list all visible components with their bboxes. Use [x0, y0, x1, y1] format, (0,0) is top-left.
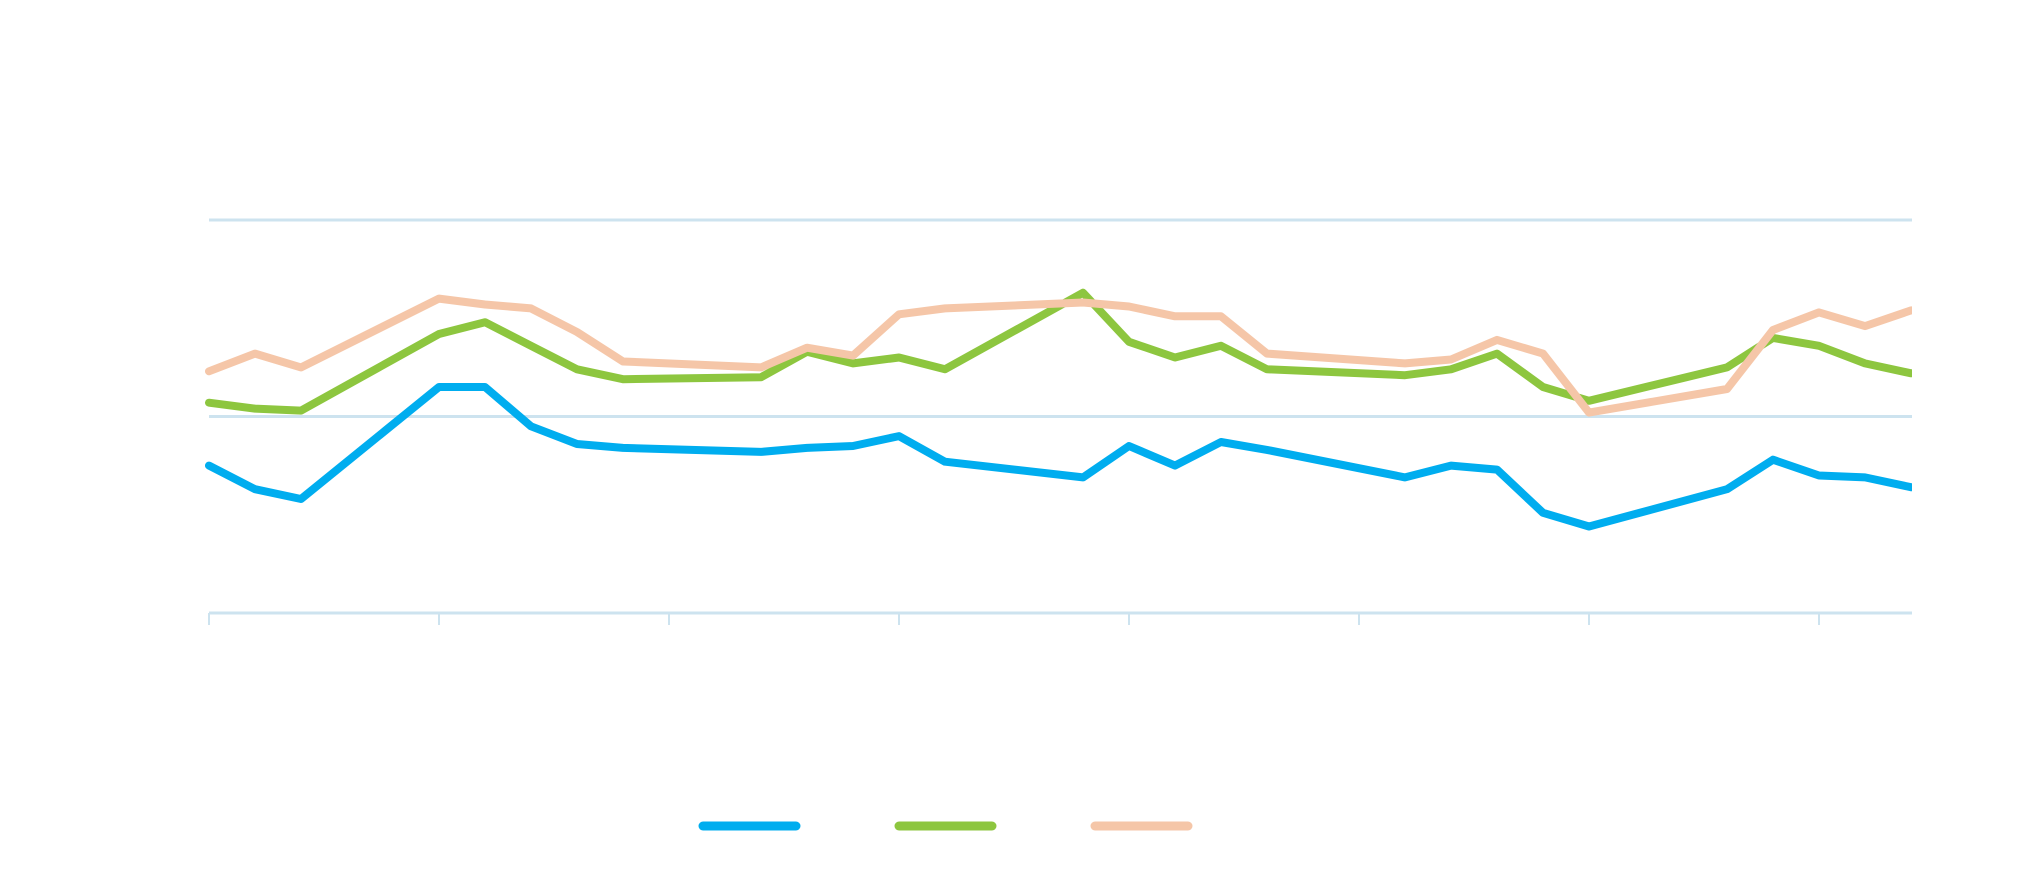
- series-line-3: [205, 294, 1912, 417]
- x-axis: [208, 611, 1912, 625]
- grid-layer: [209, 218, 1912, 418]
- series-line-2: [205, 288, 1912, 415]
- series-line-1: [205, 383, 1912, 531]
- series-layer: [205, 288, 1912, 531]
